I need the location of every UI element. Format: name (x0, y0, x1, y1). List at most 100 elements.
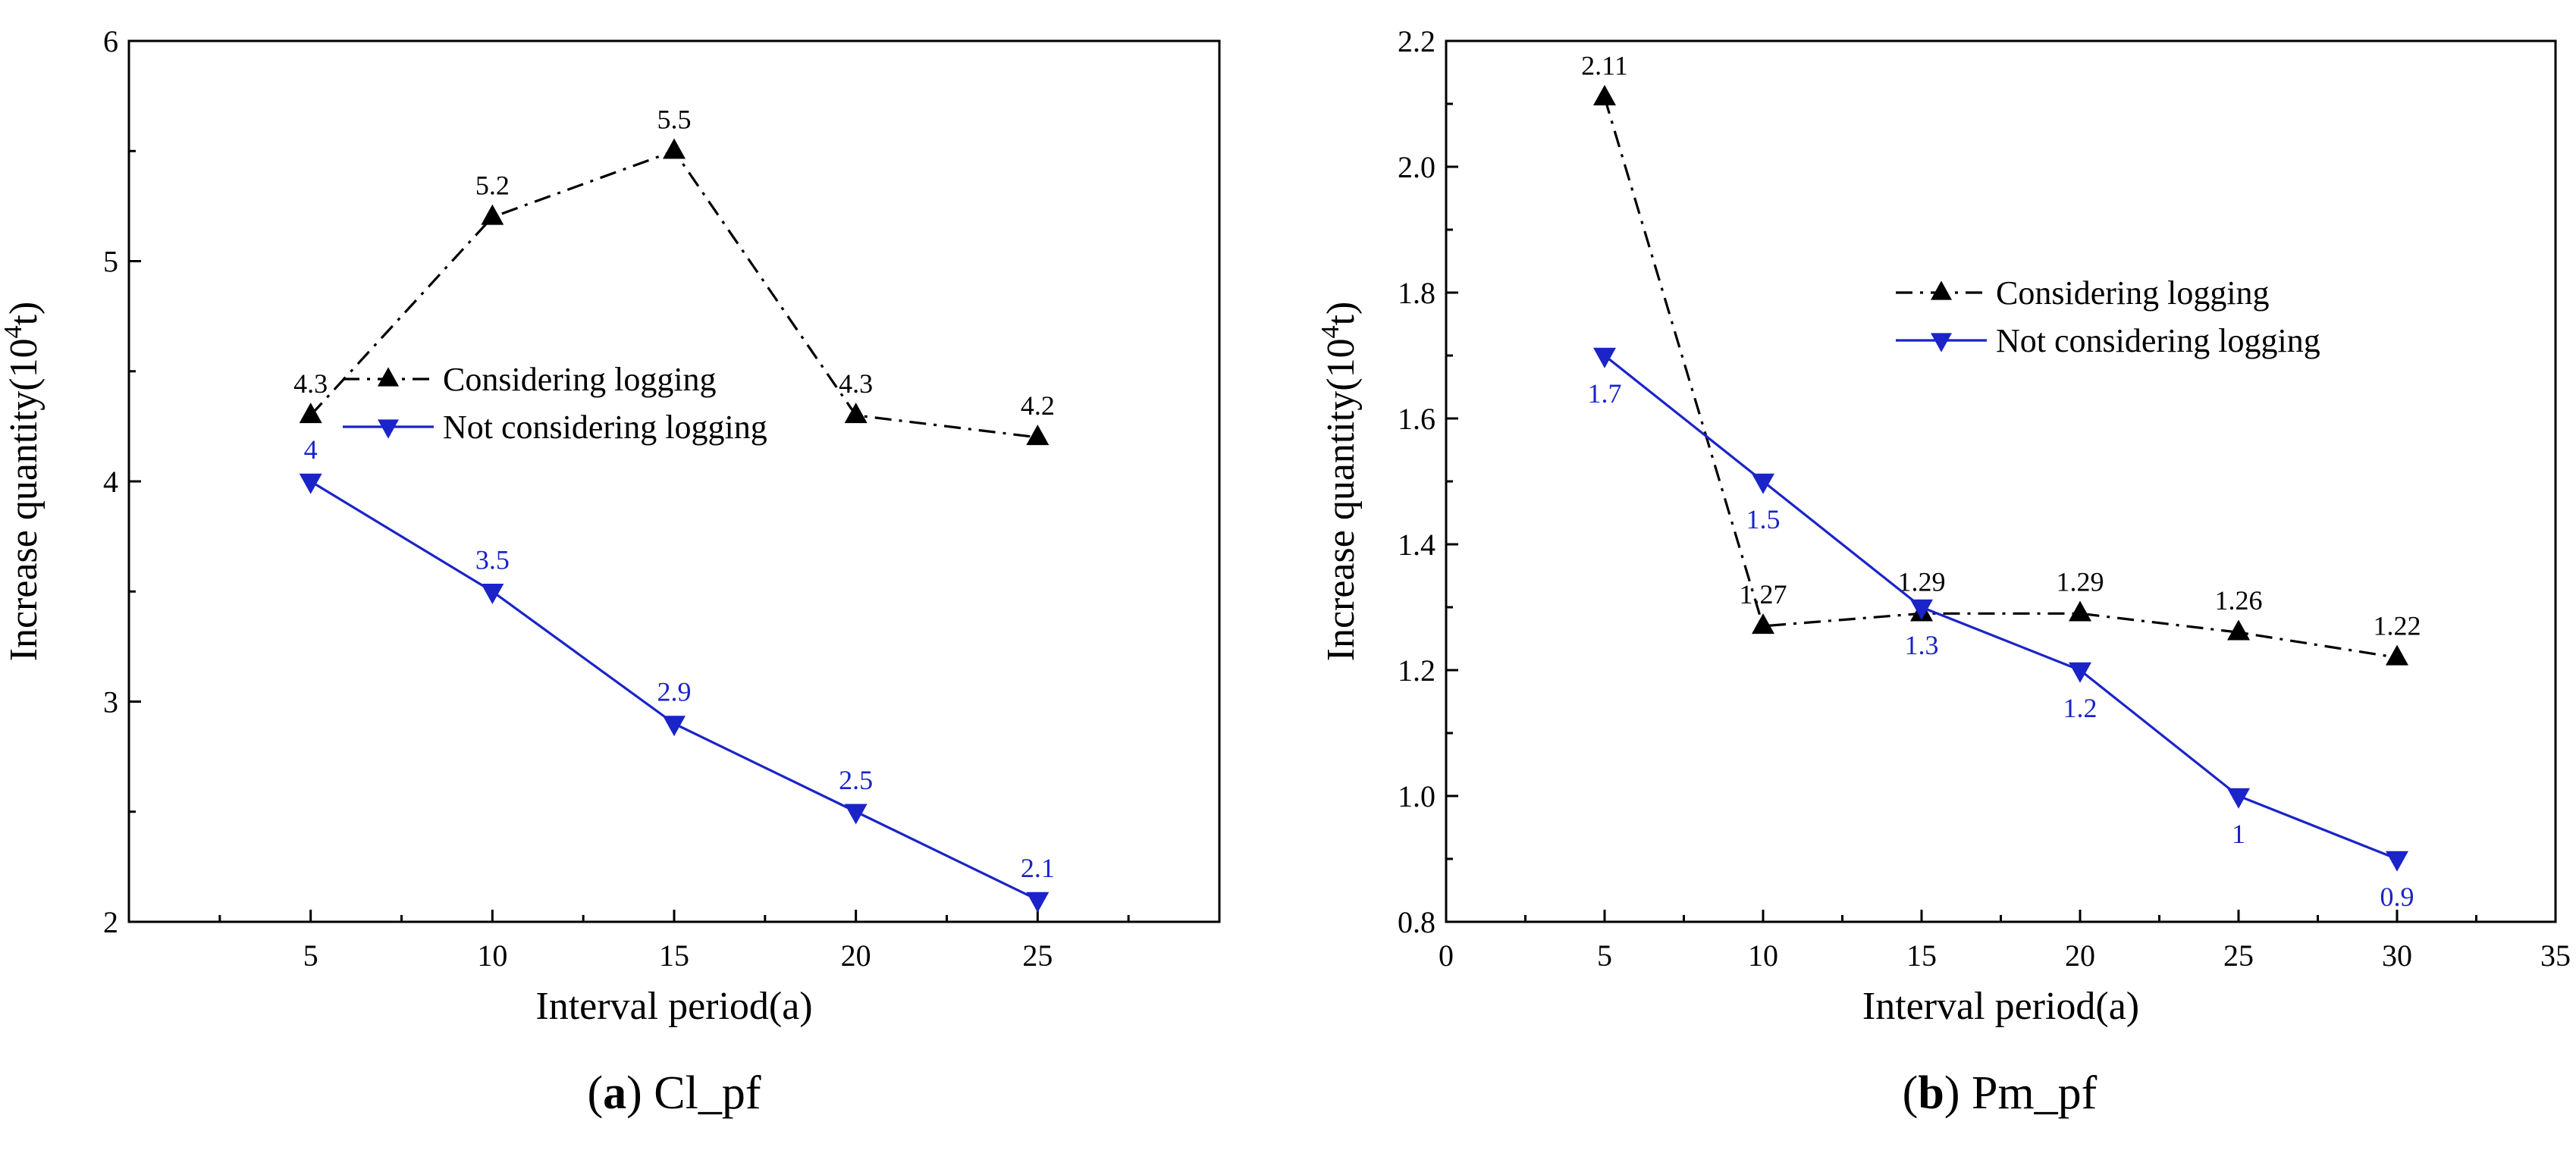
data-label: 5.2 (475, 170, 510, 200)
caption-paren-close: ) (626, 1067, 654, 1119)
data-label: 4.2 (1021, 390, 1055, 421)
x-axis-label: Interval period(a) (535, 985, 812, 1028)
data-label: 1.29 (1898, 566, 1946, 597)
legend-marker (1931, 333, 1952, 353)
y-axis-label-superscript: 4 (0, 325, 27, 338)
data-point-marker (663, 716, 686, 737)
legend-entry: Not considering logging (1996, 322, 2320, 359)
x-tick-label: 20 (2065, 938, 2095, 973)
data-point-marker (1910, 599, 1933, 620)
data-label: 1.2 (2063, 693, 2098, 723)
data-point-marker (1593, 347, 1616, 368)
y-axis-label: Increase quantity(104t) (0, 302, 45, 662)
y-axis-label-unit: t) (1319, 302, 1363, 326)
caption-letter: a (603, 1067, 626, 1119)
y-tick-label: 2.2 (1398, 24, 1435, 58)
y-tick-label: 1.6 (1398, 402, 1435, 436)
data-point-marker (481, 204, 504, 225)
x-tick-label: 15 (1906, 938, 1937, 973)
data-point-marker (844, 804, 868, 825)
y-tick-label: 1.2 (1398, 653, 1435, 688)
x-tick-label: 25 (2223, 938, 2254, 973)
caption-paren-close: ) (1944, 1067, 1972, 1119)
data-point-marker (481, 583, 504, 604)
data-label: 2.11 (1581, 51, 1628, 81)
plot-frame (127, 39, 1221, 923)
data-point-marker (1593, 84, 1616, 105)
data-label: 2.9 (657, 677, 692, 707)
x-tick-label: 30 (2382, 938, 2412, 973)
y-tick-label: 2 (103, 905, 118, 939)
data-point-marker (663, 138, 686, 159)
data-label: 1.7 (1588, 378, 1622, 409)
caption-text: Pm_pf (1972, 1067, 2098, 1119)
x-tick-label: 5 (303, 938, 318, 973)
data-label: 3.5 (475, 544, 510, 575)
data-label: 1.22 (2374, 610, 2421, 641)
data-label: 2.5 (839, 765, 873, 795)
y-tick-label: 5 (103, 245, 118, 279)
data-point-marker (1752, 473, 1774, 494)
y-axis-label-main: Increase quantity(10 (1319, 338, 1363, 661)
data-label: 1 (2232, 819, 2245, 849)
chart-panel-a: 5 10 15 20 25 2 3 4 5 6 Interval period(a) Increase… (0, 24, 1221, 1119)
data-label: 1.29 (2057, 566, 2104, 597)
y-axis-label-main: Increase quantity(10 (2, 338, 45, 661)
x-tick-label: 5 (1597, 938, 1612, 973)
y-tick-label: 4 (103, 465, 118, 499)
data-label: 2.1 (1021, 853, 1055, 883)
y-axis-label-superscript: 4 (1316, 325, 1344, 338)
plot-frame (1445, 39, 2557, 923)
y-axis-label: Increase quantity(104t) (1316, 302, 1363, 662)
legend-marker (378, 419, 399, 439)
data-point-marker (299, 473, 322, 494)
legend-entry: Considering logging (1996, 274, 2270, 312)
legend-entry: Not considering logging (443, 409, 767, 446)
y-tick-label: 3 (103, 685, 118, 719)
x-tick-label: 15 (659, 938, 689, 973)
x-tick-label: 0 (1439, 938, 1454, 973)
panel-caption: (b) Pm_pf (1903, 1067, 2098, 1119)
data-label: 1.26 (2215, 585, 2263, 616)
legend-marker (378, 367, 399, 387)
x-tick-label: 25 (1022, 938, 1053, 973)
caption-paren-open: ( (587, 1067, 603, 1119)
x-tick-label: 10 (477, 938, 507, 973)
data-point-marker (2227, 619, 2250, 641)
x-tick-label: 10 (1748, 938, 1778, 973)
y-tick-label: 6 (103, 24, 118, 58)
data-point-marker (2386, 851, 2408, 872)
caption-paren-open: ( (1903, 1067, 1919, 1119)
data-point-marker (2386, 644, 2408, 666)
data-label: 1.27 (1740, 579, 1787, 609)
data-point-marker (2069, 662, 2091, 683)
caption-letter: b (1918, 1067, 1944, 1119)
x-axis-label: Interval period(a) (1862, 985, 2139, 1028)
y-tick-label: 2.0 (1398, 150, 1435, 184)
series-line-considering-logging (1603, 97, 2398, 659)
data-point-marker (299, 403, 322, 424)
data-label: 1.5 (1746, 504, 1781, 534)
x-tick-label: 35 (2540, 938, 2571, 973)
data-point-marker (1026, 425, 1050, 446)
y-tick-label: 1.0 (1398, 779, 1435, 813)
data-label: 4.3 (839, 368, 873, 399)
legend-entry: Considering logging (443, 361, 717, 398)
data-point-marker (1026, 891, 1050, 913)
x-tick-label: 20 (841, 938, 871, 973)
y-tick-label: 1.4 (1398, 528, 1435, 562)
data-point-marker (844, 403, 868, 424)
legend-marker (1931, 280, 1952, 300)
caption-text: Cl_pf (654, 1067, 761, 1119)
data-label: 4.3 (293, 368, 328, 399)
y-tick-label: 0.8 (1398, 905, 1435, 939)
data-point-marker (2069, 600, 2091, 622)
y-tick-label: 1.8 (1398, 276, 1435, 310)
data-point-marker (2227, 788, 2250, 809)
data-label: 5.5 (657, 104, 692, 134)
data-label: 0.9 (2380, 882, 2414, 912)
chart-panel-b: 0 5 10 15 20 25 30 35 0.8 1.0 1.2 1.4 1.6 1.8 2.0 2.2 In… (1316, 24, 2571, 1119)
y-axis-label-unit: t) (2, 302, 45, 326)
series-line-not-considering-logging (1604, 354, 2398, 860)
